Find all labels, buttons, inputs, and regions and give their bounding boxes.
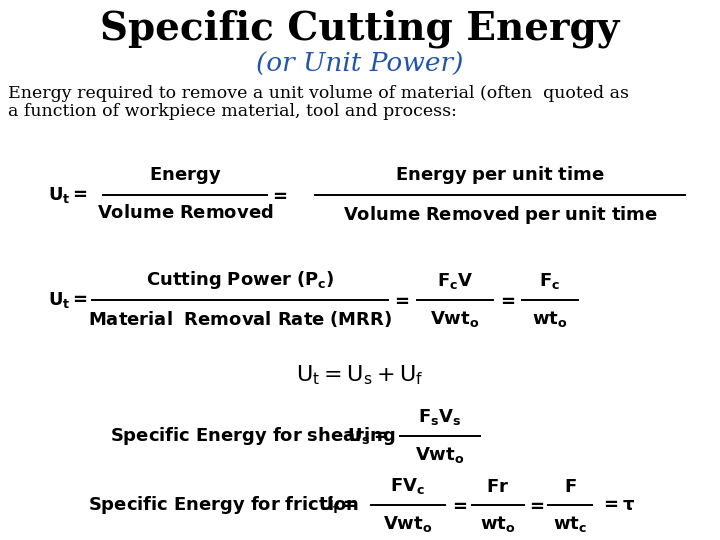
Text: Energy required to remove a unit volume of material (often  quoted as: Energy required to remove a unit volume … [8, 85, 629, 102]
Text: $\mathbf{U_t}$$\mathbf{=}$: $\mathbf{U_t}$$\mathbf{=}$ [48, 185, 88, 205]
Text: $\mathbf{Specific\ Energy\ for\ shearing}$: $\mathbf{Specific\ Energy\ for\ shearing… [110, 425, 396, 447]
Text: $\mathbf{wt_c}$: $\mathbf{wt_c}$ [553, 514, 587, 534]
Text: $\mathbf{U_s =}$: $\mathbf{U_s =}$ [346, 426, 388, 446]
Text: $\mathbf{=}$: $\mathbf{=}$ [391, 291, 409, 309]
Text: $\mathbf{Vwt_o}$: $\mathbf{Vwt_o}$ [431, 309, 480, 329]
Text: $\mathbf{wt_o}$: $\mathbf{wt_o}$ [480, 514, 516, 534]
Text: $\mathbf{F_s V_s}$: $\mathbf{F_s V_s}$ [418, 407, 462, 427]
Text: $\mathbf{Cutting\ Power\ (P_c)}$: $\mathbf{Cutting\ Power\ (P_c)}$ [146, 269, 334, 291]
Text: $\mathbf{F_c V}$: $\mathbf{F_c V}$ [437, 271, 473, 291]
Text: a function of workpiece material, tool and process:: a function of workpiece material, tool a… [8, 103, 457, 120]
Text: $\mathbf{=}$: $\mathbf{=}$ [269, 186, 287, 204]
Text: $\mathbf{Material\ \ Removal\ Rate\ (MRR)}$: $\mathbf{Material\ \ Removal\ Rate\ (MRR… [88, 309, 392, 329]
Text: $\mathbf{F_c}$: $\mathbf{F_c}$ [539, 271, 561, 291]
Text: $\mathbf{=}$: $\mathbf{=}$ [449, 496, 467, 514]
Text: $\mathbf{Energy}$: $\mathbf{Energy}$ [149, 165, 221, 186]
Text: $\mathbf{F}$: $\mathbf{F}$ [564, 478, 577, 496]
Text: $\mathbf{FV_c}$: $\mathbf{FV_c}$ [390, 476, 426, 496]
Text: Specific Cutting Energy: Specific Cutting Energy [100, 10, 620, 49]
Text: $\mathbf{Vwt_o}$: $\mathbf{Vwt_o}$ [383, 514, 433, 534]
Text: $\mathbf{Volume\ Removed\ per\ unit\ time}$: $\mathbf{Volume\ Removed\ per\ unit\ tim… [343, 204, 657, 226]
Text: $\mathbf{Specific\ Energy\ for\ friction}$: $\mathbf{Specific\ Energy\ for\ friction… [88, 494, 359, 516]
Text: $\mathbf{U_f =}$: $\mathbf{U_f =}$ [318, 495, 357, 515]
Text: $\mathbf{Vwt_o}$: $\mathbf{Vwt_o}$ [415, 445, 464, 465]
Text: $\mathrm{U_t = U_s + U_f}$: $\mathrm{U_t = U_s + U_f}$ [297, 363, 423, 387]
Text: $\mathbf{Fr}$: $\mathbf{Fr}$ [487, 478, 510, 496]
Text: $\mathbf{Energy\ per\ unit\ time}$: $\mathbf{Energy\ per\ unit\ time}$ [395, 164, 605, 186]
Text: (or Unit Power): (or Unit Power) [256, 52, 464, 77]
Text: $\mathbf{= \tau}$: $\mathbf{= \tau}$ [600, 496, 635, 514]
Text: $\mathbf{Volume\ Removed}$: $\mathbf{Volume\ Removed}$ [96, 204, 273, 222]
Text: $\mathbf{=}$: $\mathbf{=}$ [526, 496, 544, 514]
Text: $\mathbf{wt_o}$: $\mathbf{wt_o}$ [532, 309, 568, 329]
Text: $\mathbf{U_t}$$\mathbf{=}$: $\mathbf{U_t}$$\mathbf{=}$ [48, 290, 88, 310]
Text: $\mathbf{=}$: $\mathbf{=}$ [497, 291, 516, 309]
